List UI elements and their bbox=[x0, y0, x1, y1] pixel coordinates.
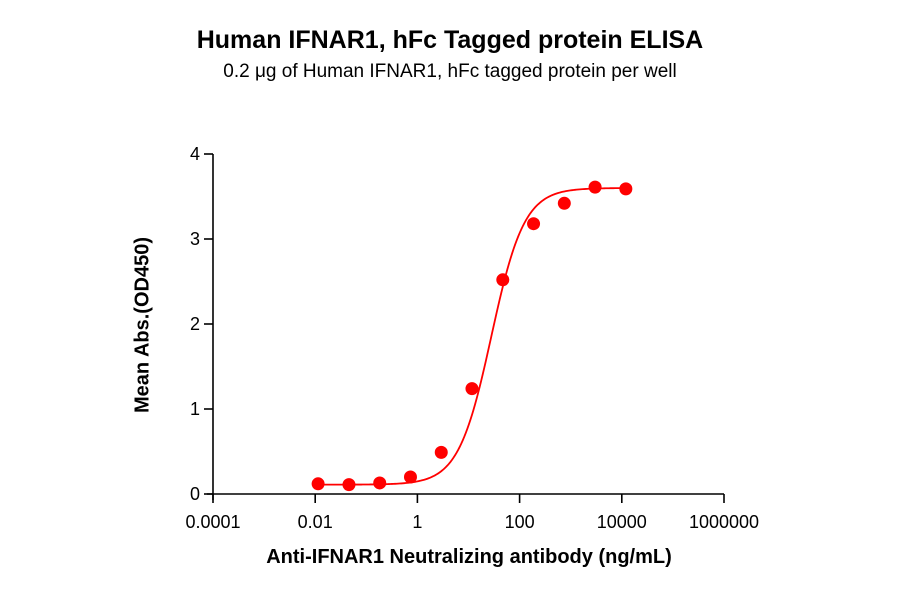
x-tick-label: 1 bbox=[412, 512, 422, 532]
x-tick-label: 0.01 bbox=[298, 512, 333, 532]
data-point bbox=[403, 470, 417, 484]
data-point bbox=[465, 382, 479, 396]
data-point bbox=[373, 476, 387, 490]
data-point bbox=[342, 478, 356, 492]
x-tick-label: 100 bbox=[505, 512, 535, 532]
data-point bbox=[527, 217, 541, 231]
axes: 0 1 2 3 4 0.0001 0.01 1 100 10000 1000000 bbox=[185, 144, 759, 532]
data-point bbox=[588, 180, 602, 194]
y-tick-label: 2 bbox=[190, 314, 200, 334]
chart-title: Human IFNAR1, hFc Tagged protein ELISA bbox=[196, 26, 704, 54]
data-point bbox=[496, 273, 510, 287]
y-tick-label: 0 bbox=[190, 484, 200, 504]
y-tick-label: 4 bbox=[190, 144, 200, 164]
y-tick-label: 3 bbox=[190, 229, 200, 249]
x-tick-label: 10000 bbox=[597, 512, 647, 532]
x-axis-label: Anti-IFNAR1 Neutralizing antibody (ng/mL… bbox=[266, 546, 672, 568]
fit-curve bbox=[318, 187, 626, 486]
x-tick-label: 1000000 bbox=[689, 512, 759, 532]
chart-subtitle: 0.2 μg of Human IFNAR1, hFc tagged prote… bbox=[223, 61, 677, 82]
data-point bbox=[619, 182, 633, 196]
data-point bbox=[311, 477, 325, 491]
x-tick-label: 0.0001 bbox=[185, 512, 240, 532]
y-tick-label: 1 bbox=[190, 399, 200, 419]
data-point bbox=[434, 445, 448, 459]
data-points bbox=[311, 180, 633, 492]
data-point bbox=[557, 196, 571, 210]
